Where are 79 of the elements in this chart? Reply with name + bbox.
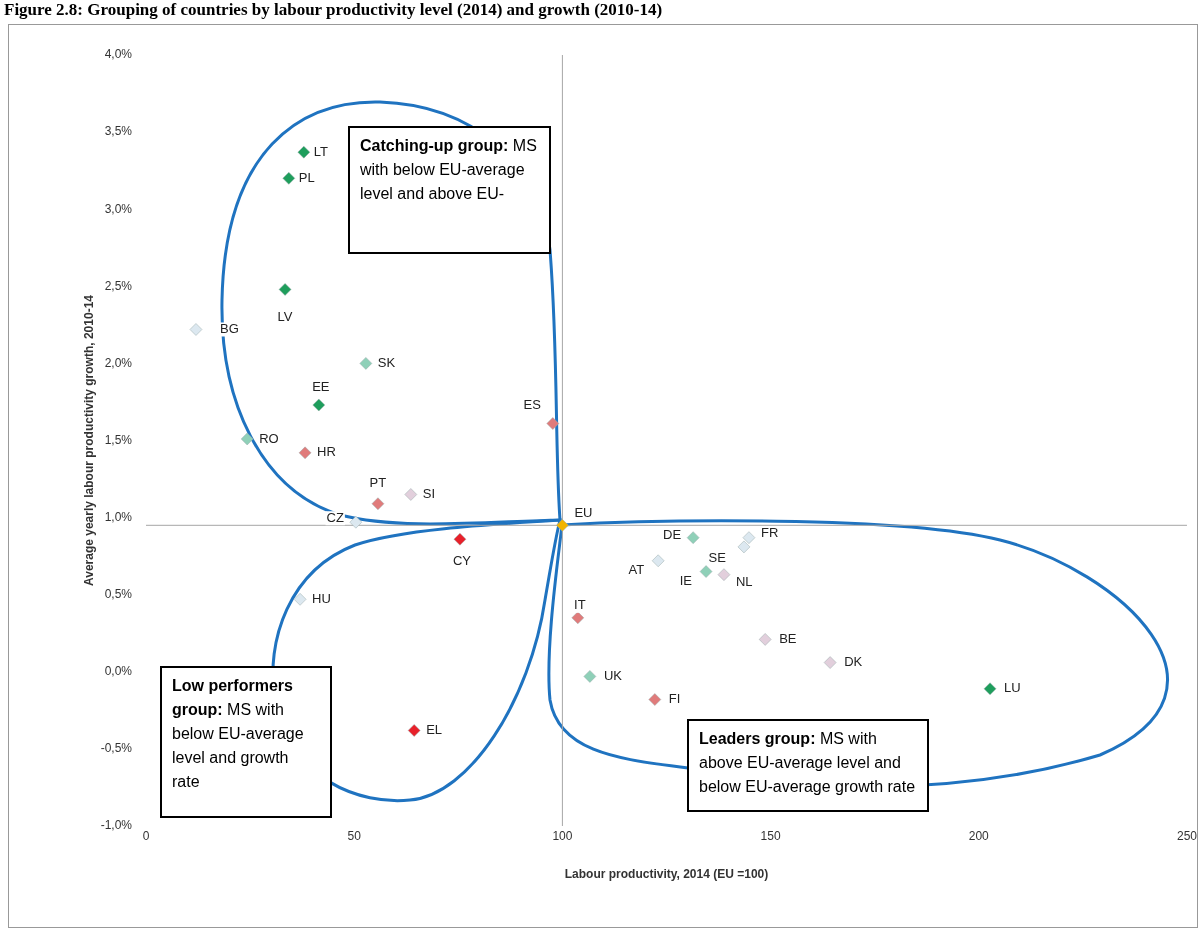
annotation: EE <box>312 378 330 394</box>
annotation: ES <box>523 397 542 413</box>
annotation: FR <box>760 525 779 541</box>
annotation: BE <box>779 631 797 646</box>
point <box>278 283 292 296</box>
point <box>758 633 772 646</box>
x-tick-label: 150 <box>760 828 781 843</box>
x-tick-label: 50 <box>347 828 362 843</box>
y-tick-label: 0,5% <box>104 587 133 602</box>
point <box>737 540 751 554</box>
annotation: PL <box>298 169 315 185</box>
point <box>699 565 713 578</box>
point <box>189 323 203 336</box>
y-axis-title: Average yearly labour productivity growth, 2010-14 <box>81 294 96 586</box>
point <box>282 172 296 185</box>
point <box>349 515 363 529</box>
point <box>651 554 665 568</box>
chart-title: Figure 2.8: Grouping of countries by labour productivity level (2014) and growth (2010-14) <box>4 0 663 20</box>
y-tick-label: 0,0% <box>104 664 133 679</box>
annotation: LU <box>1004 680 1021 696</box>
annotation: DK <box>844 654 863 670</box>
annotation: EU <box>574 504 593 520</box>
point <box>240 432 254 446</box>
x-tick-label: 0 <box>142 828 150 843</box>
point <box>546 417 560 430</box>
annotation: EL <box>426 721 443 737</box>
x-tick-label: 250 <box>1176 828 1198 843</box>
annotation: SE <box>708 550 727 566</box>
annotation: FI <box>668 691 681 707</box>
annotation: AT <box>628 562 645 578</box>
x-axis-title: Labour productivity, 2014 (EU =100) <box>564 867 769 882</box>
point <box>371 497 385 510</box>
point <box>717 568 731 581</box>
point <box>453 532 467 546</box>
x-tick-label: 200 <box>968 828 990 843</box>
annotation: NL <box>735 574 753 590</box>
note-box: Low performers group: MS with below EU-average level and growth rate <box>160 666 332 818</box>
y-tick-label: 1,5% <box>104 432 133 447</box>
point <box>298 446 312 460</box>
y-tick-label: -1,0% <box>100 818 133 833</box>
point <box>556 519 569 532</box>
note-box: Catching-up group: MS with below EU-average level and above EU- <box>348 126 551 254</box>
point <box>648 693 662 706</box>
point <box>359 357 373 370</box>
annotation: HR <box>317 444 336 460</box>
y-tick-label: 2,0% <box>104 355 133 370</box>
annotation: PT <box>369 475 387 491</box>
y-tick-label: 3,0% <box>104 201 133 216</box>
annotation: BG <box>219 321 239 337</box>
point <box>297 145 311 159</box>
annotation: LV <box>277 308 293 324</box>
annotation: CZ <box>326 509 344 525</box>
point <box>407 724 421 737</box>
y-tick-label: 1,0% <box>104 509 133 524</box>
point <box>686 531 700 544</box>
point <box>293 593 307 606</box>
y-tick-label: 3,5% <box>104 124 133 139</box>
annotation: IE <box>679 573 693 589</box>
annotation: CY <box>452 552 472 568</box>
y-tick-label: 4,0% <box>104 47 133 62</box>
y-tick-label: -0,5% <box>100 741 133 756</box>
annotation: DE <box>663 527 682 543</box>
point <box>823 656 837 669</box>
point <box>583 670 597 683</box>
x-tick-label: 100 <box>552 828 573 843</box>
annotation: SK <box>377 354 396 370</box>
annotation: HU <box>312 590 331 606</box>
note-box: Leaders group: MS with above EU-average level and below EU-average growth rate <box>687 719 929 812</box>
y-tick-label: 2,5% <box>104 278 133 293</box>
annotation: SI <box>422 486 436 502</box>
annotation: LT <box>313 143 329 159</box>
point <box>742 531 756 544</box>
point <box>571 611 585 625</box>
point <box>983 682 997 696</box>
annotation: UK <box>603 668 623 683</box>
annotation: IT <box>574 597 586 613</box>
point <box>312 398 326 412</box>
point <box>404 488 418 501</box>
annotation: RO <box>259 430 279 446</box>
